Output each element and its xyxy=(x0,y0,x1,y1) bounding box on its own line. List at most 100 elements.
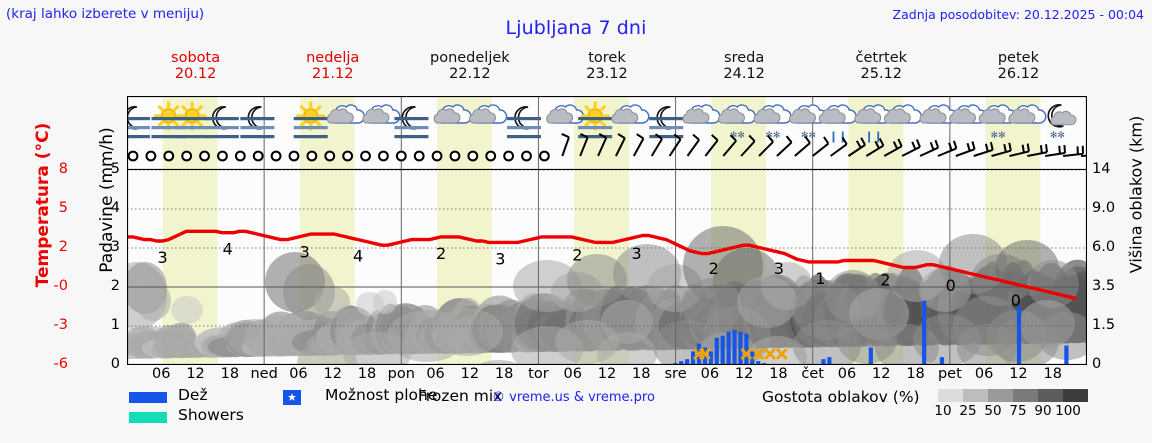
temperature-tick: 2 xyxy=(58,239,68,255)
wind-barb-shaft xyxy=(794,142,811,157)
fog-bar xyxy=(127,117,150,121)
cloud-density-band xyxy=(1063,389,1088,402)
weather-icon-moon xyxy=(394,106,429,139)
frozen-mix-markers xyxy=(693,348,788,360)
wind-barb-feather xyxy=(654,133,663,140)
calm-wind-circle xyxy=(521,150,532,162)
precipitation-tick: 5 xyxy=(110,161,120,177)
time-tick: tor xyxy=(528,366,549,382)
weather-icon-strip: ✻✻ ✻✻ ✻✻ ❙❙ ❙❙ ✻✻ ✻✻ xyxy=(127,96,1087,170)
wind-barb-shaft xyxy=(937,147,957,157)
temperature-tick: 5 xyxy=(58,200,68,216)
wind-barb xyxy=(991,142,1012,157)
wind-barb-feather xyxy=(598,133,607,139)
cloud-icon xyxy=(682,108,710,124)
temperature-label: 4 xyxy=(223,240,233,259)
cloud-blob xyxy=(343,332,411,365)
fog-bar xyxy=(240,135,275,139)
wind-barb-shaft xyxy=(847,144,866,157)
wind-barb-shaft xyxy=(632,137,645,157)
wind-barb-feather xyxy=(929,141,935,151)
wind-barb-feather xyxy=(948,142,953,151)
cloud-density-tick: 50 xyxy=(984,403,1002,419)
wind-barb-feather xyxy=(579,133,589,139)
cloud-blob xyxy=(431,308,503,356)
weather-icon-cloud-snow: ✻✻ xyxy=(753,104,792,141)
wind-barb-shaft xyxy=(561,136,570,157)
cloud-icon xyxy=(1050,110,1077,126)
fog-bar xyxy=(204,126,239,130)
weather-icon-cloud-snow: ✻✻ xyxy=(718,104,757,141)
time-tick: 18 xyxy=(220,366,240,382)
weather-icon-moon xyxy=(649,106,684,139)
precipitation-tick: 4 xyxy=(110,200,120,216)
wind-barb-feather xyxy=(823,136,830,145)
rain-bar xyxy=(756,361,761,365)
wind-barb xyxy=(865,137,885,157)
wind-barb-feather xyxy=(915,139,921,148)
sun-ray xyxy=(315,105,322,112)
cloud-icon xyxy=(883,108,911,124)
temperature-tick: 8 xyxy=(58,161,68,177)
temperature-label: 3 xyxy=(300,242,310,261)
wind-barb xyxy=(1063,145,1084,157)
wind-barb-feather xyxy=(892,141,899,150)
page-title: Ljubljana 7 dni xyxy=(505,17,647,39)
time-tick: 12 xyxy=(186,366,205,382)
fog-bar xyxy=(649,135,684,139)
wind-barb xyxy=(1045,144,1066,157)
cloud-density-ticks: 10 25 50 75 90 100 xyxy=(930,403,1100,421)
temperature-label: 3 xyxy=(632,244,642,263)
copyright-label[interactable]: © vreme.us & vreme.pro xyxy=(492,390,655,405)
temperature-line xyxy=(127,229,1077,300)
calm-wind-circle xyxy=(127,150,139,162)
rain-bar xyxy=(1016,306,1022,365)
wind-barb-shaft xyxy=(650,138,663,157)
cloud-density-tick: 90 xyxy=(1034,403,1052,419)
temperature-label: 0 xyxy=(1011,291,1021,310)
rain-bar xyxy=(750,351,755,365)
weather-icon-cloud xyxy=(469,104,508,124)
fog-bar xyxy=(394,126,429,130)
rain-bar xyxy=(744,333,749,365)
time-tick: 18 xyxy=(1043,366,1062,382)
cloud-icon xyxy=(978,108,1006,124)
wind-barb xyxy=(615,133,626,157)
meteogram-plot: 3 4 3 4 2 3 2 3 2 3 1 2 0 0 xyxy=(127,96,1087,365)
wind-barb-shaft xyxy=(776,141,793,157)
fog-bar xyxy=(151,135,186,139)
calm-wind-circle xyxy=(395,150,407,162)
time-tick: 18 xyxy=(632,366,651,382)
cloud-height-axis-title: Višina oblakov (km) xyxy=(1126,115,1146,274)
location-menu-hint[interactable]: (kraj lahko izberete v meniju) xyxy=(6,6,205,22)
wind-barb-feather xyxy=(561,133,570,139)
cloud-icon xyxy=(818,108,846,124)
weather-icon-cloud-snow: ✻✻ xyxy=(978,104,1017,141)
rain-bar xyxy=(702,347,708,365)
time-tick: 18 xyxy=(769,366,788,382)
wind-barb xyxy=(668,133,682,157)
wind-barb xyxy=(740,134,756,157)
weather-icon-cloud xyxy=(1008,104,1047,124)
sun-ray xyxy=(599,120,606,127)
wind-barb-feather xyxy=(966,142,971,152)
calm-wind-circle xyxy=(538,150,550,162)
fog-bar xyxy=(507,135,542,139)
fog-bar xyxy=(293,126,328,130)
calm-wind-circle xyxy=(342,150,354,162)
wind-barb-shaft xyxy=(668,138,682,157)
wind-barb-feather xyxy=(1026,143,1030,152)
day-date: 20.12 xyxy=(174,66,217,83)
snow-symbol: ✻✻ xyxy=(1050,131,1065,141)
cloud-density-band xyxy=(988,389,1013,402)
calm-wind-circle xyxy=(252,150,264,162)
wind-barb-shaft xyxy=(758,141,774,157)
calm-wind-circle xyxy=(181,150,193,162)
wind-barb xyxy=(758,135,774,157)
weather-icon-cloud-snow: ✻✻ xyxy=(789,104,828,141)
time-tick: čet xyxy=(801,366,824,382)
rain-bar xyxy=(868,347,873,365)
fog-bar xyxy=(151,117,186,121)
day-name: torek xyxy=(588,50,626,66)
calm-wind-circle xyxy=(306,150,318,162)
